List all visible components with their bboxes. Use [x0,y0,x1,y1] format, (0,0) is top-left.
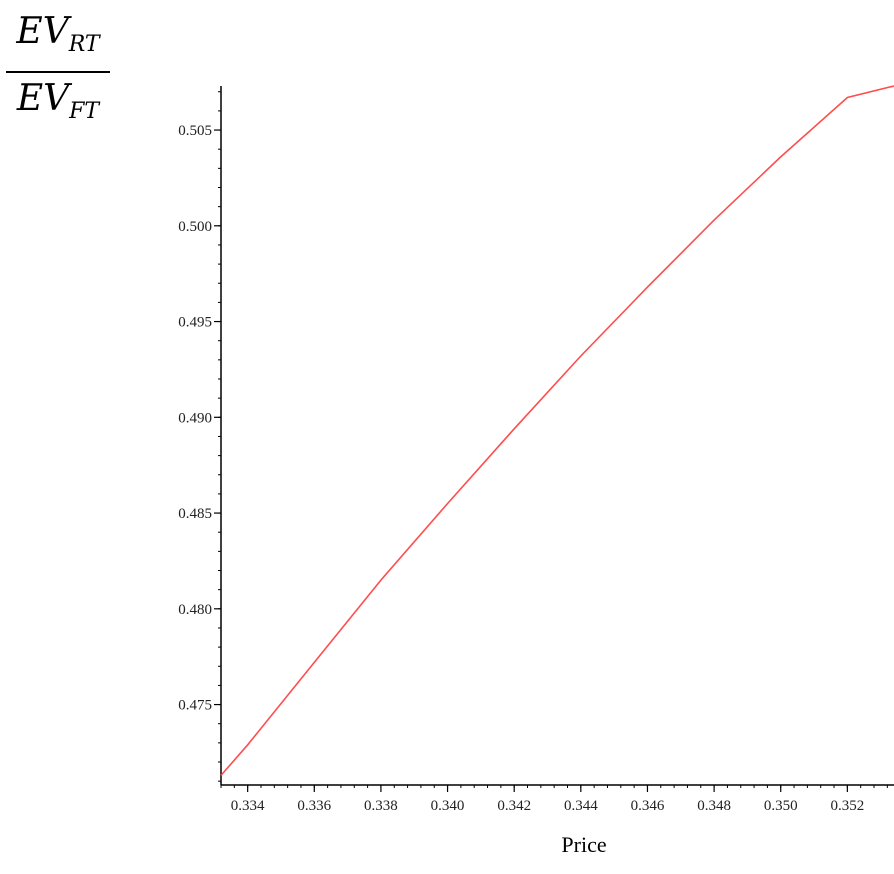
x-tick-label: 0.336 [297,798,331,814]
y-label-denominator: EVFT [16,78,100,124]
y-ticks: 0.475 0.480 0.485 0.490 0.495 0.500 0.505 [178,123,221,714]
y-tick-label: 0.490 [178,410,212,426]
y-tick-label: 0.480 [178,602,212,618]
x-tick-label: 0.342 [497,798,531,814]
x-tick-label: 0.334 [231,798,265,814]
x-tick-label: 0.340 [431,798,465,814]
x-axis-label: Price [561,832,606,857]
y-label-numerator: EVRT [16,11,100,57]
x-ticks: 0.334 0.336 0.338 0.340 0.342 0.344 0.346 0.348… [231,785,864,814]
x-tick-label: 0.338 [364,798,398,814]
y-axis-label: EVRT EVFT [4,10,112,134]
x-tick-label: 0.352 [830,798,864,814]
y-tick-label: 0.475 [178,698,212,714]
series-line [220,85,894,776]
x-tick-label: 0.344 [564,798,598,814]
y-tick-label: 0.505 [178,123,212,139]
y-tick-label: 0.500 [178,219,212,235]
x-tick-label: 0.348 [697,798,731,814]
x-tick-label: 0.350 [764,798,798,814]
x-tick-label: 0.346 [631,798,665,814]
series-group [220,85,894,776]
y-tick-label: 0.485 [178,506,212,522]
y-tick-label: 0.495 [178,315,212,331]
fraction-bar [6,71,110,73]
axes [218,86,894,788]
